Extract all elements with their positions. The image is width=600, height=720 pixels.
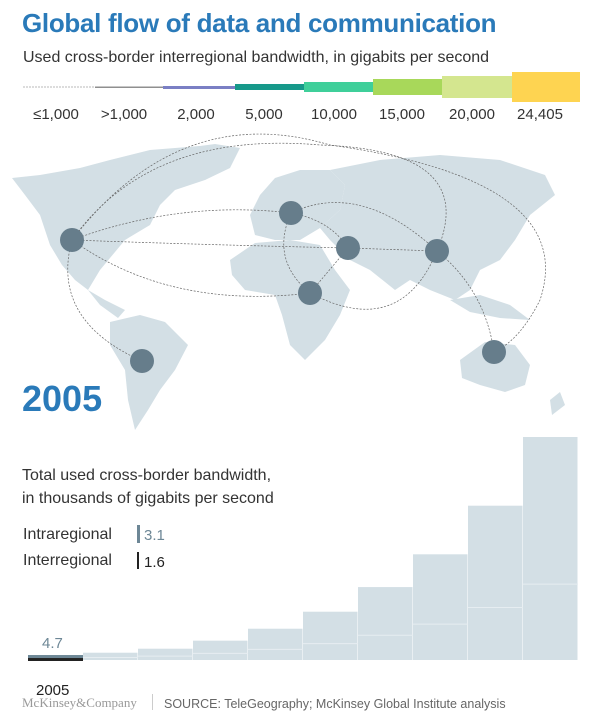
node-asia — [425, 239, 449, 263]
node-oceania — [482, 340, 506, 364]
bar — [358, 587, 413, 660]
world-map — [12, 133, 565, 430]
legend-swatch-5 — [304, 82, 373, 92]
legend-label: ≤1,000 — [33, 106, 79, 123]
legend-swatch-6 — [373, 79, 442, 95]
legend-swatch-2 — [95, 86, 163, 88]
south-america — [110, 315, 188, 430]
bar — [193, 640, 248, 660]
intraregional-marker — [137, 525, 140, 543]
bandwidth-bar-chart — [28, 437, 578, 661]
chart-title: Total used cross-border bandwidth, in th… — [22, 464, 274, 510]
bar — [248, 628, 303, 660]
bandwidth-legend-scale — [23, 72, 580, 102]
data-label-2005: 4.7 — [42, 635, 63, 652]
page-subtitle: Used cross-border interregional bandwidt… — [23, 49, 490, 66]
connection-lines — [67, 133, 546, 362]
legend-label: >1,000 — [100, 106, 148, 123]
central-america — [88, 290, 125, 318]
mckinsey-logo: McKinsey&Company — [22, 695, 137, 710]
node-africa — [298, 281, 322, 305]
node-north-america — [60, 228, 84, 252]
page-title: Global flow of data and communication — [22, 8, 497, 38]
footer-divider — [152, 694, 153, 710]
year-label: 2005 — [22, 378, 103, 419]
greenland — [170, 144, 240, 180]
interregional-marker — [137, 552, 139, 569]
new-zealand — [550, 392, 565, 415]
bar — [413, 554, 468, 660]
legend-label: 2,000 — [177, 106, 215, 123]
intraregional-label: Intraregional — [23, 526, 112, 543]
node-south-america — [130, 349, 154, 373]
source-note: SOURCE: TeleGeography; McKinsey Global I… — [164, 697, 506, 711]
bar — [303, 611, 358, 660]
bar — [523, 437, 578, 660]
bar-2005-interregional — [28, 658, 83, 661]
chart-title-line: in thousands of gigabits per second — [22, 490, 274, 507]
legend-label: 20,000 — [449, 106, 495, 123]
x-tick-label-2005: 2005 — [36, 682, 70, 699]
legend-swatch-4 — [235, 84, 304, 90]
legend-label: 15,000 — [379, 106, 425, 123]
bar-2005-intraregional — [28, 655, 83, 659]
intraregional-value: 3.1 — [144, 527, 165, 544]
bar — [468, 505, 523, 660]
southeast-asia — [450, 295, 530, 320]
australia — [460, 342, 530, 392]
node-middle-east — [336, 236, 360, 260]
africa — [230, 240, 350, 360]
node-europe — [279, 201, 303, 225]
chart-title-line: Total used cross-border bandwidth, — [22, 467, 272, 484]
legend-swatch-7 — [442, 76, 512, 98]
interregional-label: Interregional — [23, 552, 112, 569]
continents — [12, 144, 565, 430]
legend-swatch-8 — [512, 72, 580, 102]
interregional-value: 1.6 — [144, 554, 165, 571]
legend-label: 5,000 — [245, 106, 283, 123]
legend-label: 24,405 — [517, 106, 563, 123]
legend-swatch-3 — [163, 86, 235, 89]
region-nodes — [60, 201, 506, 373]
bar — [83, 652, 138, 660]
asia — [320, 155, 555, 300]
north-america — [12, 146, 235, 290]
bar — [138, 648, 193, 660]
legend-label: 10,000 — [311, 106, 357, 123]
